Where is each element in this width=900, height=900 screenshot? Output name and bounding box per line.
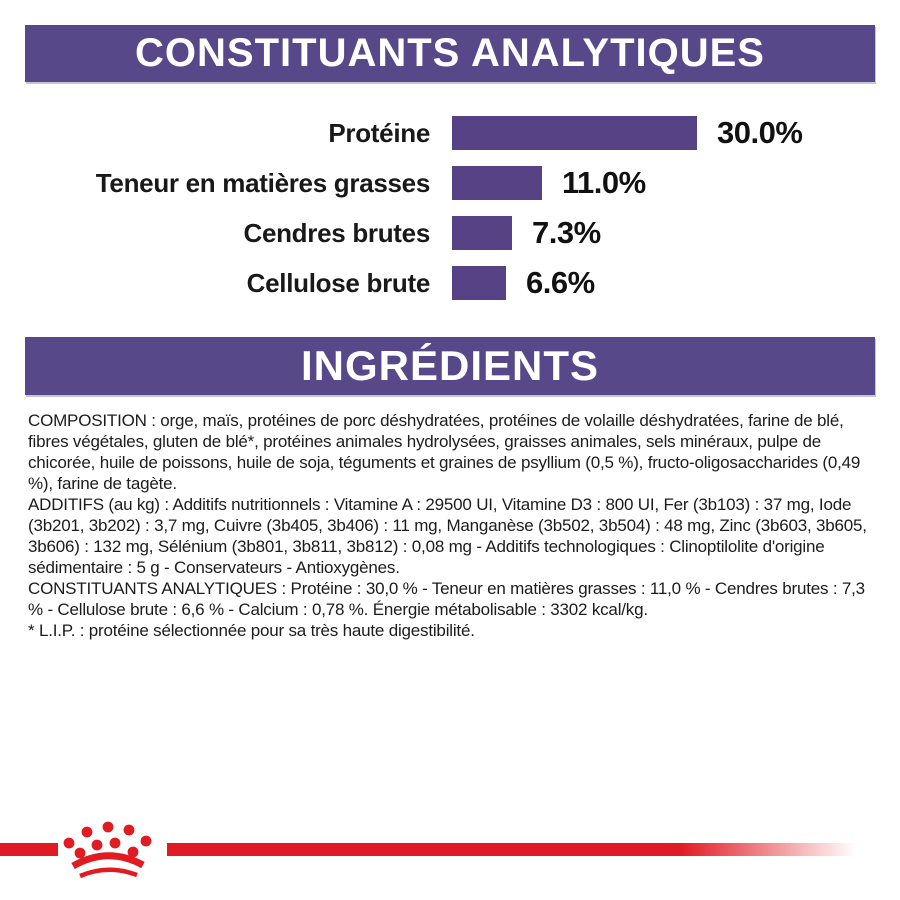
additives-paragraph: ADDITIFS (au kg) : Additifs nutritionnel… xyxy=(28,495,867,577)
analytical-constituents-title: CONSTITUANTS ANALYTIQUES xyxy=(135,31,765,75)
bar-label: Protéine xyxy=(328,117,430,148)
red-stripe-right xyxy=(167,843,900,856)
chart-row-ash: Cendres brutes 7.3% xyxy=(0,208,900,258)
lip-footnote: * L.I.P. : protéine sélectionnée pour sa… xyxy=(28,621,475,640)
bar-protein xyxy=(452,116,697,150)
bar-fibre xyxy=(452,266,506,300)
bar-label: Teneur en matières grasses xyxy=(95,167,431,198)
bar-ash xyxy=(452,216,512,250)
bar-value: 30.0% xyxy=(717,115,803,150)
bar-value: 7.3% xyxy=(532,215,601,250)
label-text-block: COMPOSITION : orge, maïs, protéines de p… xyxy=(28,410,873,641)
chart-row-protein: Protéine 30.0% xyxy=(0,108,900,158)
bar-value: 6.6% xyxy=(526,265,595,300)
analytical-constituents-banner: CONSTITUANTS ANALYTIQUES xyxy=(25,25,875,82)
analytical-constituents-chart: Protéine 30.0% Teneur en matières grasse… xyxy=(0,108,900,308)
ingredients-banner: INGRÉDIENTS xyxy=(25,337,875,395)
chart-row-fat: Teneur en matières grasses 11.0% xyxy=(0,158,900,208)
analytical-constituents-paragraph: CONSTITUANTS ANALYTIQUES : Protéine : 30… xyxy=(28,579,865,619)
bar-label: Cellulose brute xyxy=(246,267,431,298)
royal-canin-crown-icon xyxy=(63,821,152,879)
red-stripe-left xyxy=(0,843,58,856)
bar-label: Cendres brutes xyxy=(243,217,430,248)
bar-value: 11.0% xyxy=(562,165,646,200)
ingredients-title: INGRÉDIENTS xyxy=(300,342,600,389)
composition-paragraph: COMPOSITION : orge, maïs, protéines de p… xyxy=(28,411,861,493)
bar-fat xyxy=(452,166,542,200)
chart-row-fibre: Cellulose brute 6.6% xyxy=(0,258,900,308)
